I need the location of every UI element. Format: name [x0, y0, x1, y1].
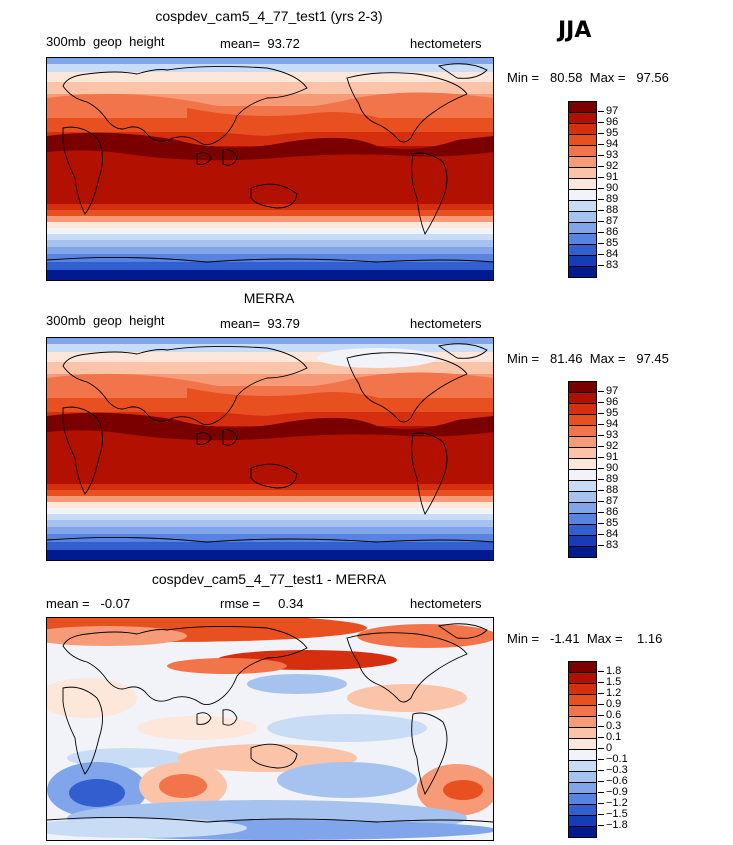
colorbar-abs-label: 86	[597, 506, 619, 518]
panel-3-title: cospdev_cam5_4_77_test1 - MERRA	[151, 571, 387, 587]
colorbar-abs-label: 87	[597, 215, 619, 227]
colorbar-diff-label: 0.6	[597, 709, 622, 721]
colorbar-abs-label: 88	[597, 204, 619, 216]
colorbar-abs-label: 92	[597, 160, 619, 172]
panel-3-mean: mean = -0.07	[46, 596, 131, 611]
colorbar-diff-label: 1.8	[597, 665, 622, 677]
coastline	[346, 632, 468, 703]
colorbar-abs-label: 86	[597, 226, 619, 238]
colorbar-abs-label: 89	[597, 193, 619, 205]
colorbar-abs-label: 95	[597, 407, 619, 419]
coastline	[437, 623, 488, 639]
coastline	[196, 152, 212, 165]
panel-1-variable-label: 300mb geop height	[46, 34, 165, 49]
coastline	[222, 429, 238, 446]
colorbar-abs-label: 93	[597, 149, 619, 161]
coastline	[196, 432, 212, 445]
coastline	[62, 345, 308, 425]
colorbar-abs-label: 91	[597, 171, 619, 183]
colorbar-abs-label: 97	[597, 385, 619, 397]
panel-3-units: hectometers	[410, 596, 482, 611]
panel-3-minmax: Min = -1.41 Max = 1.16	[507, 631, 663, 646]
colorbar-abs-label: 85	[597, 237, 619, 249]
panel-2-mean: mean= 93.79	[220, 316, 300, 331]
colorbar-diff-label: −0.3	[598, 764, 628, 776]
coastline	[62, 65, 308, 145]
colorbar-diff-label: 0.9	[597, 698, 622, 710]
colorbar-abs-label: 90	[597, 462, 619, 474]
colorbar-abs-label: 88	[597, 484, 619, 496]
coastline	[62, 126, 103, 215]
panel-1-map	[46, 57, 494, 281]
colorbar-abs-label: 90	[597, 182, 619, 194]
coastline	[47, 816, 493, 823]
coastline	[250, 743, 298, 769]
coastline	[62, 625, 308, 705]
coastline	[250, 183, 298, 209]
colorbar-diff-label: 1.2	[597, 687, 622, 699]
coastline	[437, 343, 488, 359]
panel-1-title: cospdev_cam5_4_77_test1 (yrs 2-3)	[155, 8, 383, 24]
coastline	[222, 149, 238, 166]
coastline	[437, 63, 488, 79]
colorbar-abs-label: 83	[597, 259, 619, 271]
coastline	[250, 463, 298, 489]
colorbar-abs-label: 96	[597, 116, 619, 128]
colorbar-diff-label: 0.3	[597, 720, 622, 732]
colorbar-diff-label: 0.1	[597, 731, 622, 743]
panel-3-rmse: rmse = 0.34	[220, 596, 304, 611]
colorbar-diff-label: −1.5	[598, 808, 628, 820]
coastline	[222, 709, 238, 726]
panel-2-map	[46, 337, 494, 561]
coastline	[346, 352, 468, 423]
colorbar-abs-label: 97	[597, 105, 619, 117]
colorbar-abs-label: 89	[597, 473, 619, 485]
panel-2-title: MERRA	[243, 290, 295, 306]
panel-2-minmax: Min = 81.46 Max = 97.45	[507, 351, 669, 366]
colorbar-abs-label: 85	[597, 517, 619, 529]
coastline	[47, 256, 493, 263]
colorbar-abs-label: 87	[597, 495, 619, 507]
colorbar-abs-label: 92	[597, 440, 619, 452]
panel-1-minmax: Min = 80.58 Max = 97.56	[507, 70, 669, 85]
colorbar-abs-label: 84	[597, 248, 619, 260]
colorbar-diff-label: −0.1	[598, 753, 628, 765]
colorbar-diff-label: 0	[597, 742, 613, 754]
coastline	[346, 72, 468, 143]
colorbar-abs-swatch	[568, 546, 597, 558]
coastline	[411, 432, 448, 516]
colorbar-abs-label: 95	[597, 127, 619, 139]
coastline	[196, 712, 212, 725]
colorbar-abs-label: 93	[597, 429, 619, 441]
coastline	[411, 712, 448, 796]
coastline	[411, 152, 448, 236]
panel-1-units: hectometers	[410, 36, 482, 51]
season-label: JJA	[558, 18, 592, 43]
panel-2-variable-label: 300mb geop height	[46, 313, 165, 328]
colorbar-abs-label: 94	[597, 138, 619, 150]
colorbar-abs-label: 84	[597, 528, 619, 540]
colorbar-abs-swatch	[568, 266, 597, 278]
coastline	[62, 406, 103, 495]
colorbar-diff-label: −1.2	[598, 797, 628, 809]
colorbar-abs-label: 94	[597, 418, 619, 430]
panel-1-mean: mean= 93.72	[220, 36, 300, 51]
colorbar-diff-swatch	[568, 826, 597, 838]
coastline	[62, 686, 103, 775]
colorbar-abs-label: 83	[597, 539, 619, 551]
panel-3-map	[46, 617, 494, 841]
colorbar-diff-label: −0.9	[598, 786, 628, 798]
colorbar-abs-label: 91	[597, 451, 619, 463]
coastline	[47, 536, 493, 543]
colorbar-diff-label: −1.8	[598, 819, 628, 831]
colorbar-diff-label: −0.6	[598, 775, 628, 787]
panel-2-units: hectometers	[410, 316, 482, 331]
colorbar-abs-label: 96	[597, 396, 619, 408]
colorbar-diff-label: 1.5	[597, 676, 622, 688]
